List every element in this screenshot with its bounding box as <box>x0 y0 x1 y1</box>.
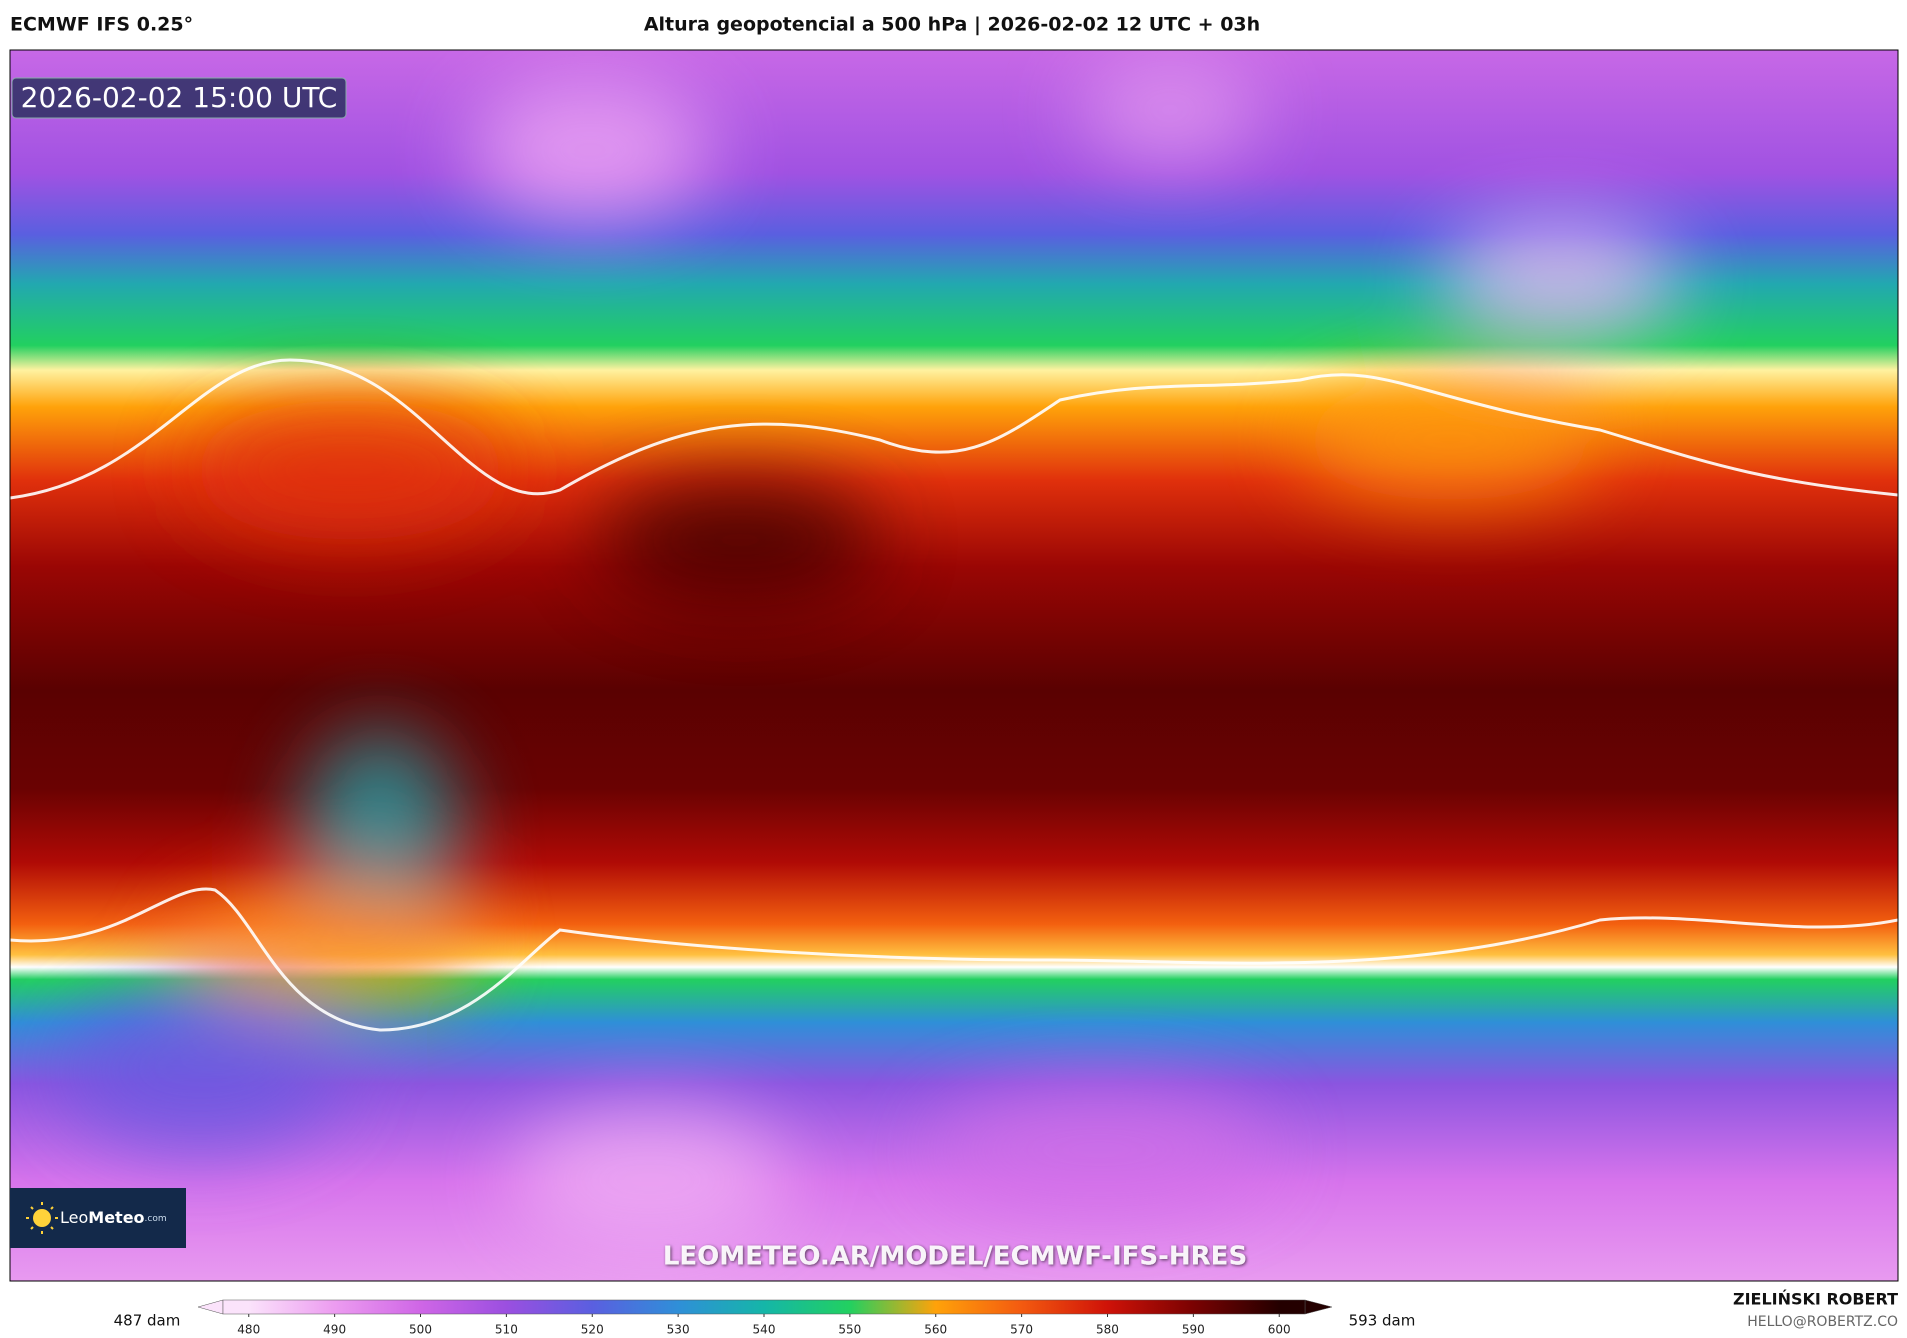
colorbar-low-extension <box>197 1299 224 1315</box>
timestamp: 2026-02-02 15:00 UTC <box>21 81 338 114</box>
colorbar-tick-label: 480 <box>237 1323 260 1337</box>
map-frame <box>9 49 1899 1282</box>
title: Altura geopotencial a 500 hPa | 2026-02-… <box>644 14 1260 36</box>
colorbar-tick-label: 510 <box>495 1323 518 1337</box>
colorbar-tick-label: 550 <box>838 1323 861 1337</box>
colorbar-tick-label: 500 <box>409 1323 432 1337</box>
colorbar-tick-label: 560 <box>924 1323 947 1337</box>
logo-text: LeoMeteo.com <box>60 1208 167 1227</box>
colorbar-tick-label: 600 <box>1268 1323 1291 1337</box>
colorbar-max-label: 593 dam <box>1349 1312 1416 1330</box>
colorbar-tick-label: 590 <box>1182 1323 1205 1337</box>
logo-suffix: .com <box>145 1214 167 1224</box>
colorbar-tick-label: 570 <box>1010 1323 1033 1337</box>
colorbar-tick-label: 530 <box>667 1323 690 1337</box>
colorbar <box>222 1299 1306 1315</box>
colorbar-tick-label: 540 <box>753 1323 776 1337</box>
email: HELLO@ROBERTZ.CO <box>1747 1314 1898 1330</box>
logo-sun <box>26 1202 58 1234</box>
colorbar-tick-label: 520 <box>581 1323 604 1337</box>
colorbar-min-label: 487 dam <box>114 1312 181 1330</box>
logo-bold: Meteo <box>88 1208 144 1227</box>
colorbar-tick-label: 490 <box>323 1323 346 1337</box>
colorbar-tick-label: 580 <box>1096 1323 1119 1337</box>
colorbar-high-extension <box>1304 1299 1333 1315</box>
logo-light: Leo <box>60 1208 88 1227</box>
timestamp-box <box>11 77 347 119</box>
watermark: LEOMETEO.AR/MODEL/ECMWF-IFS-HRES <box>663 1242 1247 1272</box>
author: ZIELIŃSKI ROBERT <box>1733 1290 1898 1309</box>
model-label: ECMWF IFS 0.25° <box>10 14 193 36</box>
geopotential-field <box>10 50 1898 1281</box>
